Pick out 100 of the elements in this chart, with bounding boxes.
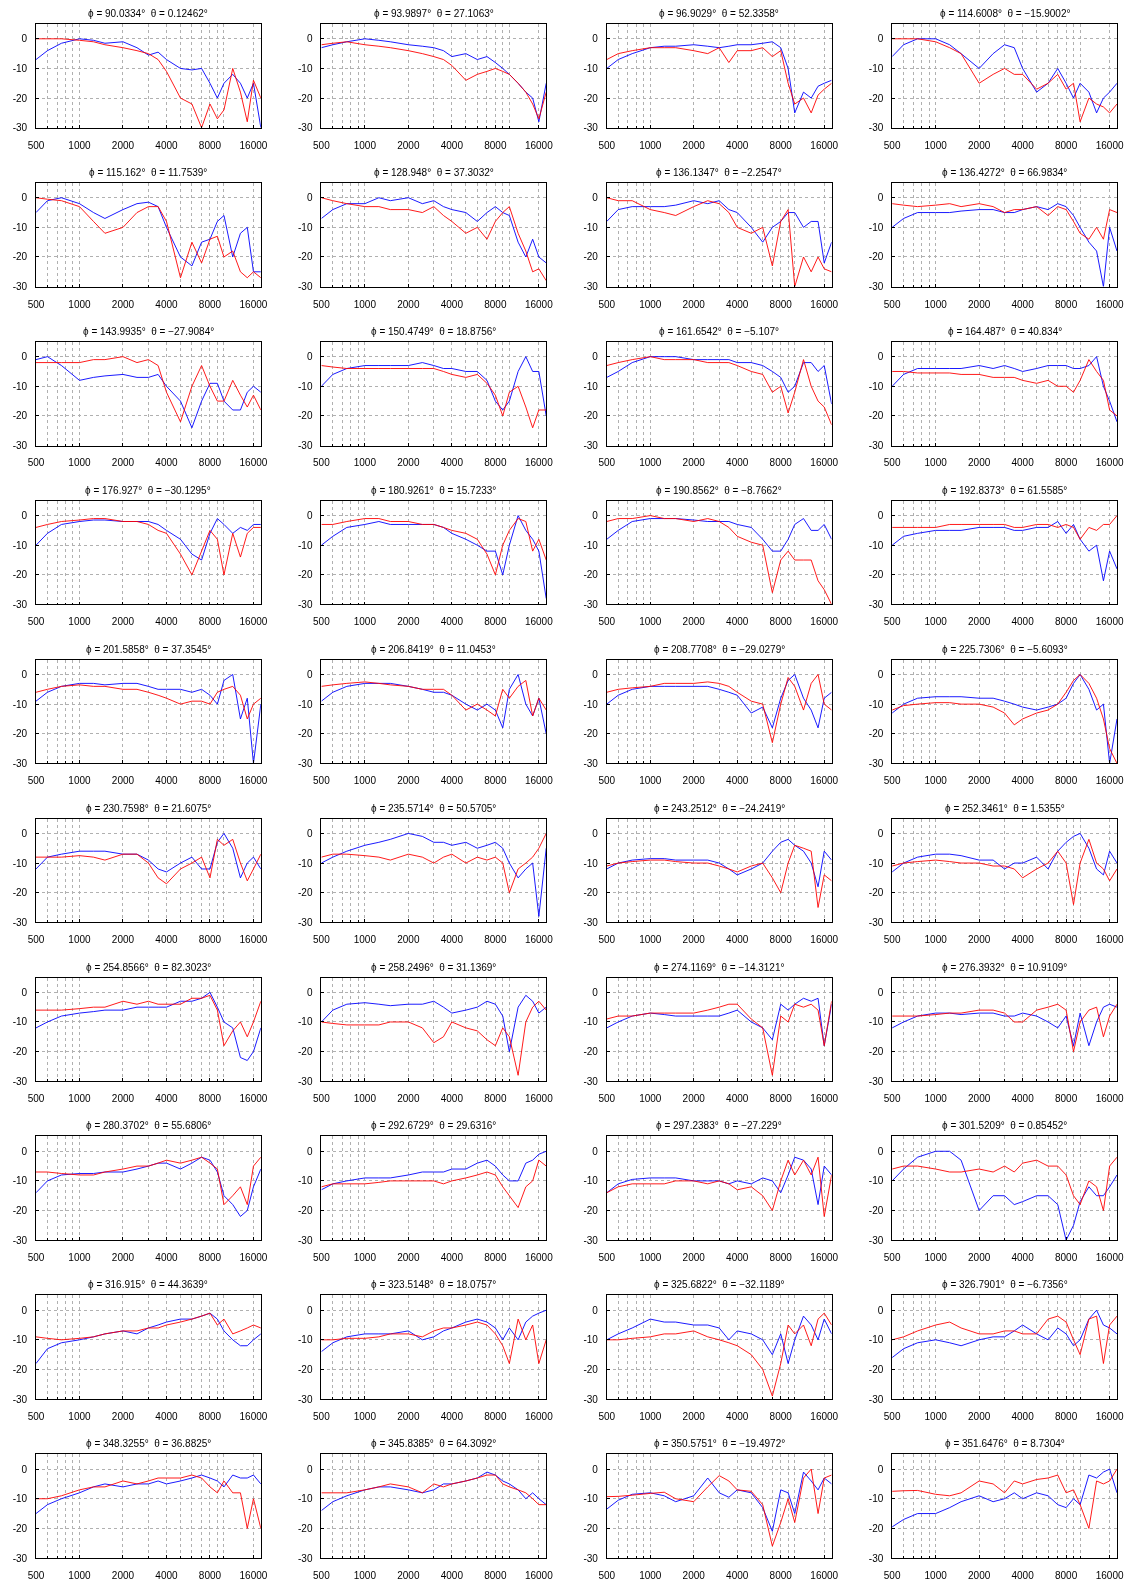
x-tick-label: 16000	[239, 1252, 268, 1264]
chart-title: ϕ = 136.1347° θ = −2.2547°	[656, 167, 782, 178]
x-tick-label: 16000	[810, 775, 839, 787]
x-tick-label: 8000	[198, 934, 222, 946]
y-tick-label: 0	[592, 1304, 599, 1316]
y-tick-label: -10	[12, 221, 28, 233]
y-tick-label: 0	[21, 1304, 28, 1316]
x-tick-label: 4000	[155, 1093, 179, 1105]
chart-title: ϕ = 115.162° θ = 11.7539°	[89, 167, 208, 178]
x-tick-label: 16000	[810, 298, 839, 310]
x-tick-label: 1000	[639, 1410, 662, 1422]
y-tick-label: -20	[868, 569, 884, 581]
x-tick-label: 8000	[198, 1569, 222, 1581]
y-tick-label: 0	[592, 351, 599, 363]
y-tick-label: -10	[583, 1016, 599, 1028]
x-tick-label: 2000	[968, 1252, 991, 1264]
y-tick-label: -30	[583, 757, 599, 769]
x-tick-label: 1000	[924, 298, 948, 310]
chart-title: ϕ = 350.5751° θ = −19.4972°	[654, 1438, 786, 1449]
y-tick-label: -10	[12, 1334, 28, 1346]
y-tick-label: -10	[868, 1175, 884, 1187]
x-tick-label: 16000	[524, 1410, 554, 1422]
x-tick-label: 4000	[726, 1569, 749, 1581]
x-tick-label: 500	[883, 934, 901, 946]
y-tick-label: -30	[298, 916, 313, 928]
x-tick-label: 16000	[524, 616, 554, 628]
x-tick-label: 4000	[726, 139, 749, 151]
x-tick-label: 2000	[111, 298, 135, 310]
x-tick-label: 4000	[155, 139, 179, 151]
x-tick-label: 500	[883, 1093, 901, 1105]
x-tick-label: 1000	[353, 616, 377, 628]
y-tick-label: -10	[12, 857, 28, 869]
x-tick-label: 8000	[484, 775, 507, 787]
y-tick-label: 0	[592, 669, 599, 680]
y-tick-label: -20	[868, 1522, 884, 1534]
x-tick-label: 16000	[239, 298, 268, 310]
x-tick-label: 8000	[1055, 934, 1078, 946]
x-tick-label: 4000	[440, 1569, 464, 1581]
chart-title: ϕ = 252.3461° θ = 1.5355°	[945, 803, 1065, 814]
chart-title: ϕ = 316.915° θ = 44.3639°	[88, 1279, 208, 1290]
x-tick-label: 16000	[1095, 1252, 1124, 1264]
y-tick-label: -20	[868, 1046, 884, 1058]
x-tick-label: 16000	[810, 1410, 839, 1422]
chart-title: ϕ = 164.487° θ = 40.834°	[948, 326, 1063, 337]
y-tick-label: -10	[583, 380, 599, 392]
x-tick-label: 16000	[810, 1093, 839, 1105]
y-tick-label: -20	[583, 1046, 599, 1058]
x-tick-label: 500	[883, 298, 901, 310]
chart-title: ϕ = 254.8566° θ = 82.3023°	[86, 962, 212, 973]
x-tick-label: 1000	[353, 1093, 377, 1105]
x-tick-label: 8000	[198, 775, 222, 787]
x-tick-label: 4000	[440, 775, 464, 787]
y-tick-label: 0	[877, 827, 884, 839]
x-tick-label: 8000	[198, 1410, 222, 1422]
y-tick-label: -10	[868, 698, 884, 710]
x-tick-label: 500	[313, 457, 331, 469]
x-tick-label: 4000	[1011, 775, 1035, 787]
x-tick-label: 4000	[155, 457, 179, 469]
x-tick-label: 500	[598, 775, 616, 787]
chart-title: ϕ = 235.5714° θ = 50.5705°	[371, 803, 497, 814]
y-tick-label: 0	[877, 1463, 884, 1475]
x-tick-label: 2000	[968, 934, 991, 946]
chart-title: ϕ = 192.8373° θ = 61.5585°	[942, 485, 1068, 496]
x-tick-label: 8000	[198, 457, 222, 469]
chart-title: ϕ = 206.8419° θ = 11.0453°	[371, 644, 496, 655]
x-tick-label: 8000	[1055, 775, 1078, 787]
x-tick-label: 1000	[924, 139, 948, 151]
y-tick-label: -10	[868, 1334, 884, 1346]
x-tick-label: 1000	[924, 1410, 948, 1422]
x-tick-label: 2000	[111, 775, 135, 787]
y-tick-label: -10	[583, 1334, 599, 1346]
x-tick-label: 1000	[353, 139, 377, 151]
x-tick-label: 4000	[1011, 1410, 1035, 1422]
y-tick-label: -10	[583, 221, 599, 233]
x-tick-label: 500	[883, 775, 901, 787]
y-tick-label: -10	[868, 1016, 884, 1028]
y-tick-label: -10	[12, 698, 28, 710]
y-tick-label: -30	[12, 440, 28, 452]
x-tick-label: 1000	[639, 934, 662, 946]
x-tick-label: 16000	[810, 1252, 839, 1264]
chart-title: ϕ = 345.8385° θ = 64.3092°	[371, 1438, 497, 1449]
y-tick-label: -20	[12, 1205, 28, 1217]
x-tick-label: 16000	[524, 1569, 554, 1581]
x-tick-label: 2000	[111, 139, 135, 151]
y-tick-label: -20	[583, 887, 599, 899]
y-tick-label: -10	[868, 857, 884, 869]
x-tick-label: 4000	[155, 934, 179, 946]
y-tick-label: -10	[12, 380, 28, 392]
x-tick-label: 1000	[68, 298, 92, 310]
chart-title: ϕ = 230.7598° θ = 21.6075°	[86, 803, 212, 814]
x-tick-label: 4000	[155, 775, 179, 787]
x-tick-label: 1000	[924, 1093, 948, 1105]
y-tick-label: 0	[877, 192, 884, 204]
x-tick-label: 16000	[524, 1252, 554, 1264]
y-tick-label: -20	[298, 410, 313, 422]
x-tick-label: 500	[598, 934, 616, 946]
y-tick-label: -10	[298, 1493, 313, 1505]
x-tick-label: 500	[27, 139, 45, 151]
x-tick-label: 2000	[682, 457, 706, 469]
y-tick-label: 0	[306, 1463, 313, 1475]
